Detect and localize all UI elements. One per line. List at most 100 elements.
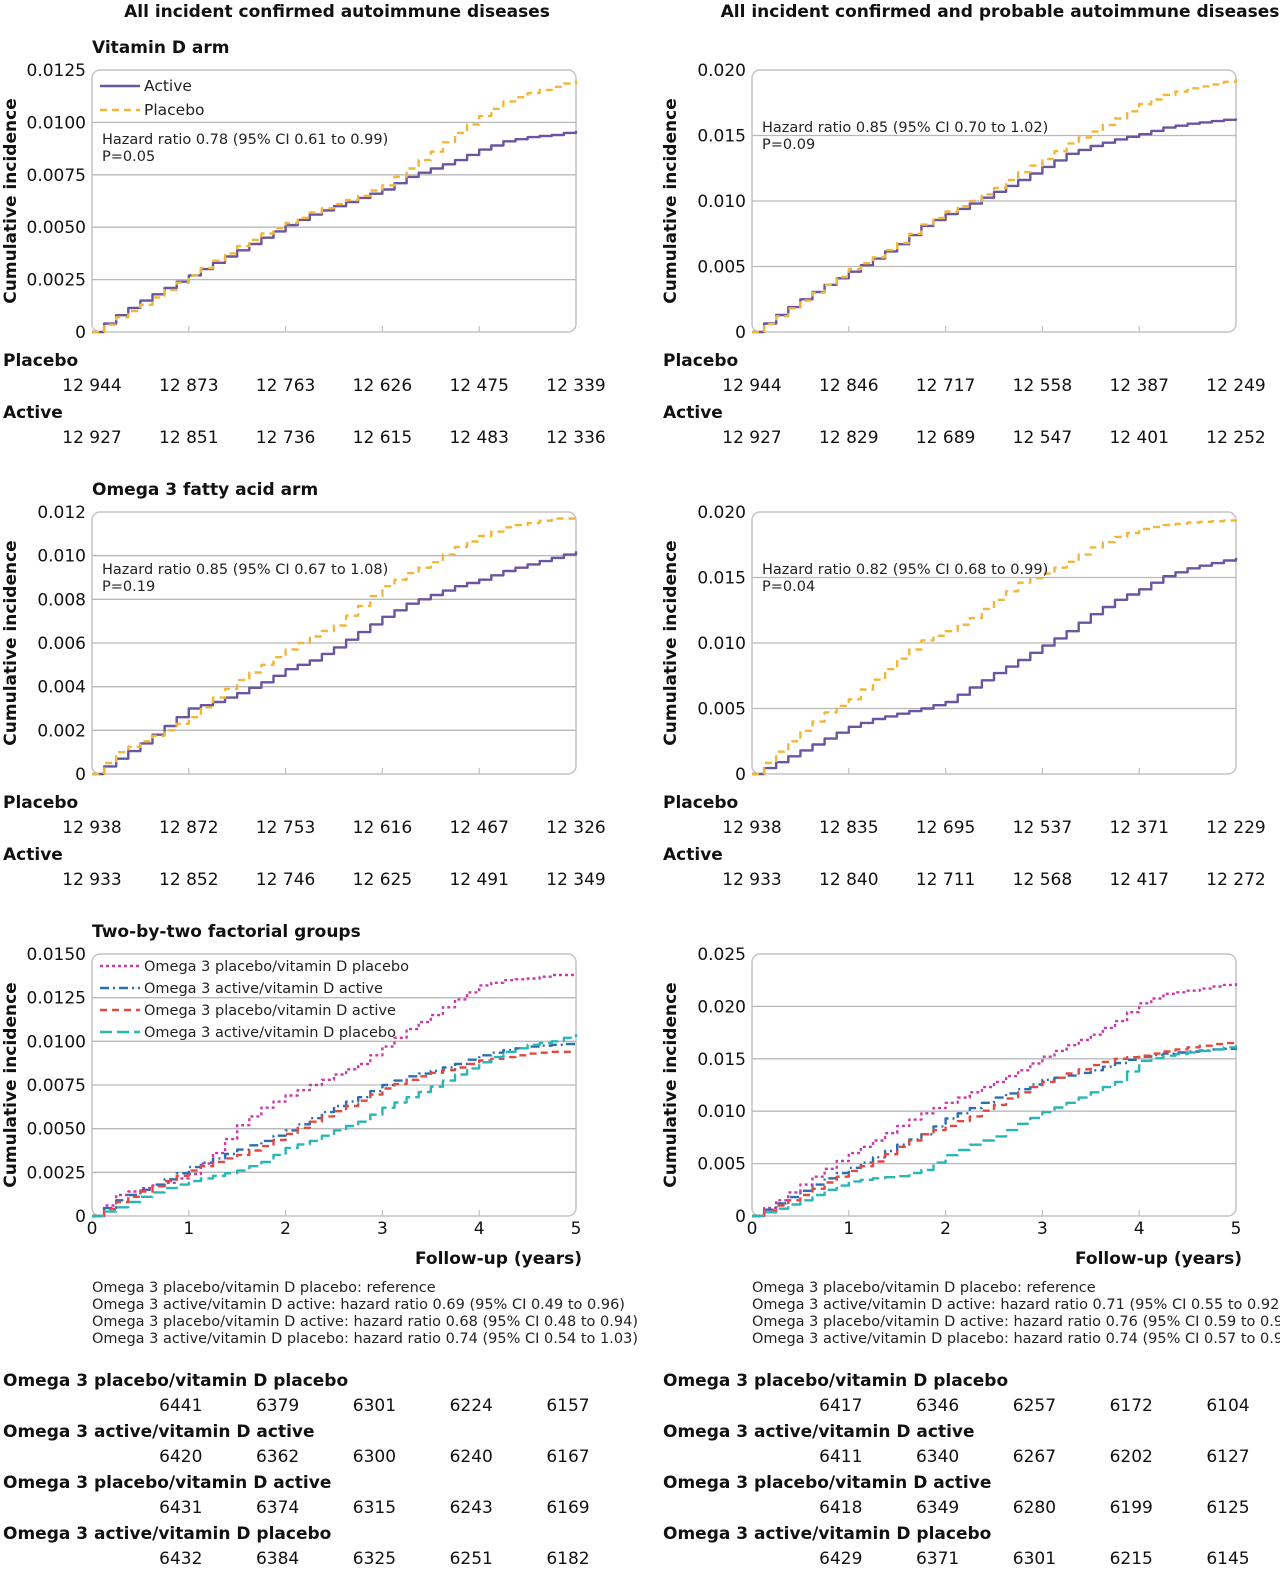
risk-count: 12 475: [449, 376, 508, 396]
risk-count: 12 417: [1109, 870, 1168, 890]
annotation-text: P=0.19: [102, 579, 155, 595]
risk-count: 12 927: [62, 428, 121, 448]
series-line-active: [752, 557, 1238, 776]
risk-count: 6340: [916, 1447, 959, 1467]
footnote-text: Omega 3 active/vitamin D placebo: hazard…: [92, 1331, 638, 1347]
risk-count: 6300: [353, 1447, 396, 1467]
column-title-left: All incident confirmed autoimmune diseas…: [124, 2, 550, 22]
risk-row-label: Omega 3 placebo/vitamin D active: [663, 1473, 991, 1493]
x-tick-label: 5: [571, 1219, 582, 1239]
risk-count: 6182: [546, 1549, 589, 1569]
risk-count: 12 851: [159, 428, 218, 448]
annotation-text: Hazard ratio 0.78 (95% CI 0.61 to 0.99): [102, 132, 388, 148]
risk-count: 12 252: [1206, 428, 1265, 448]
risk-count: 6374: [256, 1498, 299, 1518]
risk-count: 12 249: [1206, 376, 1265, 396]
risk-count: 6432: [159, 1549, 202, 1569]
risk-row-label: Omega 3 active/vitamin D active: [3, 1422, 315, 1442]
risk-count: 12 615: [353, 428, 412, 448]
y-tick-label: 0.005: [697, 700, 746, 720]
y-axis-label: Cumulative incidence: [1, 540, 21, 745]
x-tick-label: 2: [280, 1219, 291, 1239]
risk-count: 6411: [819, 1447, 862, 1467]
series-line-placebo: [92, 80, 578, 334]
annotation-text: P=0.05: [102, 149, 155, 165]
y-tick-label: 0.012: [37, 503, 86, 523]
risk-count: 6417: [819, 1396, 862, 1416]
legend-label: Omega 3 placebo/vitamin D active: [144, 1003, 396, 1019]
risk-count: 6104: [1206, 1396, 1249, 1416]
risk-count: 6251: [450, 1549, 493, 1569]
risk-count: 6429: [819, 1549, 862, 1569]
risk-count: 12 840: [819, 870, 878, 890]
y-tick-label: 0.005: [697, 1155, 746, 1175]
risk-row-label: Omega 3 active/vitamin D placebo: [663, 1524, 991, 1544]
y-tick-label: 0: [75, 765, 86, 785]
y-tick-label: 0.010: [697, 1102, 746, 1122]
risk-count: 6243: [450, 1498, 493, 1518]
x-tick-label: 0: [87, 1219, 98, 1239]
risk-count: 6202: [1110, 1447, 1153, 1467]
risk-count: 12 371: [1109, 818, 1168, 838]
y-tick-label: 0.0150: [27, 945, 86, 965]
risk-count: 6441: [159, 1396, 202, 1416]
legend-label: Omega 3 placebo/vitamin D placebo: [144, 959, 409, 975]
risk-count: 6325: [353, 1549, 396, 1569]
annotation-text: Hazard ratio 0.85 (95% CI 0.67 to 1.08): [102, 562, 388, 578]
chart-panel-C: Omega 3 fatty acid arm Cumulative inciden…: [1, 480, 606, 890]
annotation-text: P=0.09: [762, 137, 815, 153]
series-line-placebo: [752, 519, 1238, 776]
y-tick-label: 0: [75, 1207, 86, 1227]
risk-count: 12 736: [256, 428, 315, 448]
footnote-text: Omega 3 placebo/vitamin D placebo: refer…: [752, 1280, 1096, 1296]
risk-count: 6267: [1013, 1447, 1056, 1467]
risk-count: 12 873: [159, 376, 218, 396]
risk-count: 12 387: [1109, 376, 1168, 396]
y-tick-label: 0.0025: [27, 1163, 86, 1183]
y-tick-label: 0.0125: [27, 989, 86, 1009]
risk-count: 12 711: [916, 870, 975, 890]
risk-count: 6315: [353, 1498, 396, 1518]
x-axis-label: Follow-up (years): [415, 1249, 582, 1269]
panel-title: Omega 3 fatty acid arm: [92, 480, 318, 500]
x-tick-label: 4: [474, 1219, 485, 1239]
risk-count: 6379: [256, 1396, 299, 1416]
risk-count: 6371: [916, 1549, 959, 1569]
risk-row-label: Omega 3 placebo/vitamin D active: [3, 1473, 331, 1493]
risk-count: 12 229: [1206, 818, 1265, 838]
series-line-ap: [92, 1034, 578, 1218]
series-line-aa: [92, 1042, 578, 1218]
x-axis-label: Follow-up (years): [1075, 1249, 1242, 1269]
plot-frame: [751, 953, 1237, 1217]
y-tick-label: 0: [75, 323, 86, 343]
risk-count: 12 467: [449, 818, 508, 838]
risk-count: 6431: [159, 1498, 202, 1518]
risk-row-label: Placebo: [663, 351, 738, 371]
risk-count: 12 944: [722, 376, 781, 396]
risk-count: 12 763: [256, 376, 315, 396]
y-axis-label: Cumulative incidence: [661, 540, 681, 745]
chart-panel-E: Two-by-two factorial groups Cumulative in…: [1, 922, 638, 1569]
risk-count: 12 846: [819, 376, 878, 396]
risk-row-label: Active: [3, 403, 63, 423]
footnote-text: Omega 3 placebo/vitamin D active: hazard…: [92, 1314, 638, 1330]
y-tick-label: 0: [735, 1207, 746, 1227]
risk-row-label: Omega 3 placebo/vitamin D placebo: [3, 1371, 348, 1391]
y-tick-label: 0.010: [697, 192, 746, 212]
risk-row-label: Active: [663, 845, 723, 865]
series-line-pa: [752, 1041, 1238, 1218]
y-tick-label: 0: [735, 765, 746, 785]
chart-panel-F: Cumulative incidence 0 0.005 0.010 0.015 0.02…: [661, 945, 1280, 1569]
risk-count: 6384: [256, 1549, 299, 1569]
risk-count: 12 933: [722, 870, 781, 890]
risk-count: 12 349: [546, 870, 605, 890]
risk-count: 12 717: [916, 376, 975, 396]
x-tick-label: 3: [1037, 1219, 1048, 1239]
risk-count: 6199: [1110, 1498, 1153, 1518]
risk-count: 6346: [916, 1396, 959, 1416]
risk-count: 12 558: [1013, 376, 1072, 396]
risk-count: 12 689: [916, 428, 975, 448]
annotation-text: P=0.04: [762, 579, 815, 595]
risk-count: 6125: [1206, 1498, 1249, 1518]
